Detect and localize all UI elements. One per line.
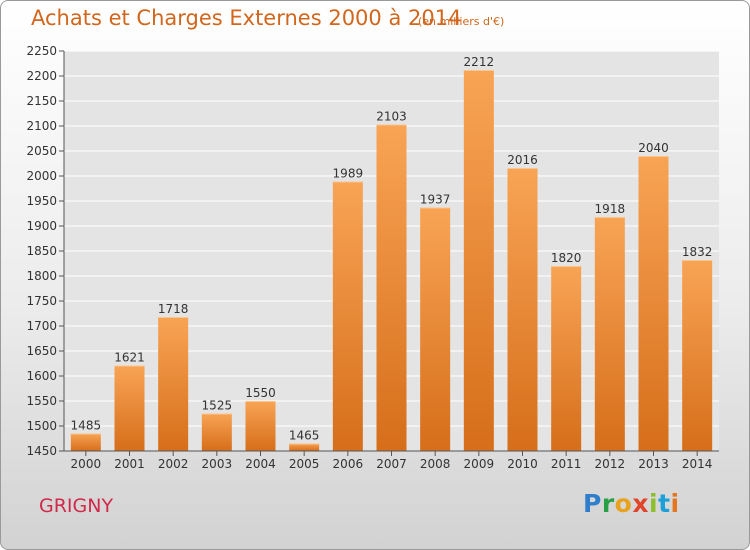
y-tick-label: 1650 [26, 344, 57, 358]
bar-2000 [70, 433, 101, 451]
bar-2009 [463, 70, 494, 451]
data-labels: 1485 1621 1718 1525 1550 1465 1989 2103 1937 2212… [71, 55, 713, 443]
bar-2006 [332, 181, 363, 451]
y-axis: 1450 1500 1550 1600 1650 1700 1750 1800 1850 1900… [26, 44, 65, 458]
bar-2001 [114, 365, 145, 451]
y-tick-label: 2250 [26, 44, 57, 58]
y-tick-label: 1500 [26, 419, 57, 433]
data-label-2013: 2040 [638, 141, 669, 155]
data-label-2011: 1820 [551, 251, 582, 265]
bar-2007 [376, 124, 407, 451]
y-tick-label: 1850 [26, 244, 57, 258]
data-label-2002: 1718 [158, 302, 189, 316]
x-tick-label-2013: 2013 [638, 457, 669, 471]
x-tick-label-2009: 2009 [464, 457, 495, 471]
y-tick-label: 2100 [26, 119, 57, 133]
data-label-2007: 2103 [376, 110, 407, 124]
y-tick-label: 2150 [26, 94, 57, 108]
bar-2004 [245, 401, 276, 451]
data-label-2000: 1485 [71, 419, 102, 433]
proxiti-logo[interactable]: Proxiti [583, 489, 680, 518]
data-label-2005: 1465 [289, 429, 320, 443]
x-tick-label-2005: 2005 [289, 457, 320, 471]
x-tick-label-2008: 2008 [420, 457, 451, 471]
x-tick-label-2007: 2007 [376, 457, 407, 471]
bar-2005 [289, 443, 320, 451]
y-tick-label: 2200 [26, 69, 57, 83]
y-tick-label: 1900 [26, 219, 57, 233]
bar-2014 [682, 260, 713, 451]
bar-2002 [158, 317, 189, 451]
data-label-2006: 1989 [333, 167, 364, 181]
bar-2013 [638, 156, 669, 451]
y-tick-label: 1700 [26, 319, 57, 333]
chart-title: Achats et Charges Externes 2000 à 2014 [31, 6, 462, 30]
x-tick-label-2003: 2003 [202, 457, 233, 471]
data-label-2008: 1937 [420, 193, 451, 207]
y-tick-label: 1600 [26, 369, 57, 383]
x-tick-label-2012: 2012 [595, 457, 626, 471]
x-tick-label-2000: 2000 [71, 457, 102, 471]
data-label-2003: 1525 [202, 399, 233, 413]
x-tick-label-2001: 2001 [114, 457, 145, 471]
bar-2008 [420, 207, 451, 451]
y-tick-label: 1450 [26, 444, 57, 458]
x-tick-label-2014: 2014 [682, 457, 713, 471]
data-label-2010: 2016 [507, 153, 538, 167]
bars [70, 70, 713, 451]
x-tick-label-2006: 2006 [333, 457, 364, 471]
bar-2012 [594, 217, 625, 451]
data-label-2004: 1550 [245, 386, 276, 400]
y-tick-label: 1750 [26, 294, 57, 308]
data-label-2001: 1621 [114, 351, 145, 365]
data-label-2014: 1832 [682, 245, 713, 259]
x-axis: 2000 2001 2002 2003 2004 2005 2006 2007 2008 2009… [64, 450, 719, 471]
y-tick-label: 1550 [26, 394, 57, 408]
x-tick-label-2010: 2010 [507, 457, 538, 471]
commune-name: GRIGNY [39, 495, 114, 517]
bar-2010 [507, 168, 538, 451]
y-tick-label: 1950 [26, 194, 57, 208]
chart-subtitle: (en milliers d'€) [418, 15, 505, 28]
y-tick-label: 1800 [26, 269, 57, 283]
data-label-2012: 1918 [595, 202, 626, 216]
x-tick-label-2004: 2004 [245, 457, 276, 471]
data-label-2009: 2212 [464, 55, 495, 69]
x-tick-label-2011: 2011 [551, 457, 582, 471]
bar-2011 [551, 266, 582, 451]
y-tick-label: 2000 [26, 169, 57, 183]
y-tick-label: 2050 [26, 144, 57, 158]
x-tick-label-2002: 2002 [158, 457, 189, 471]
bar-2003 [201, 413, 232, 451]
